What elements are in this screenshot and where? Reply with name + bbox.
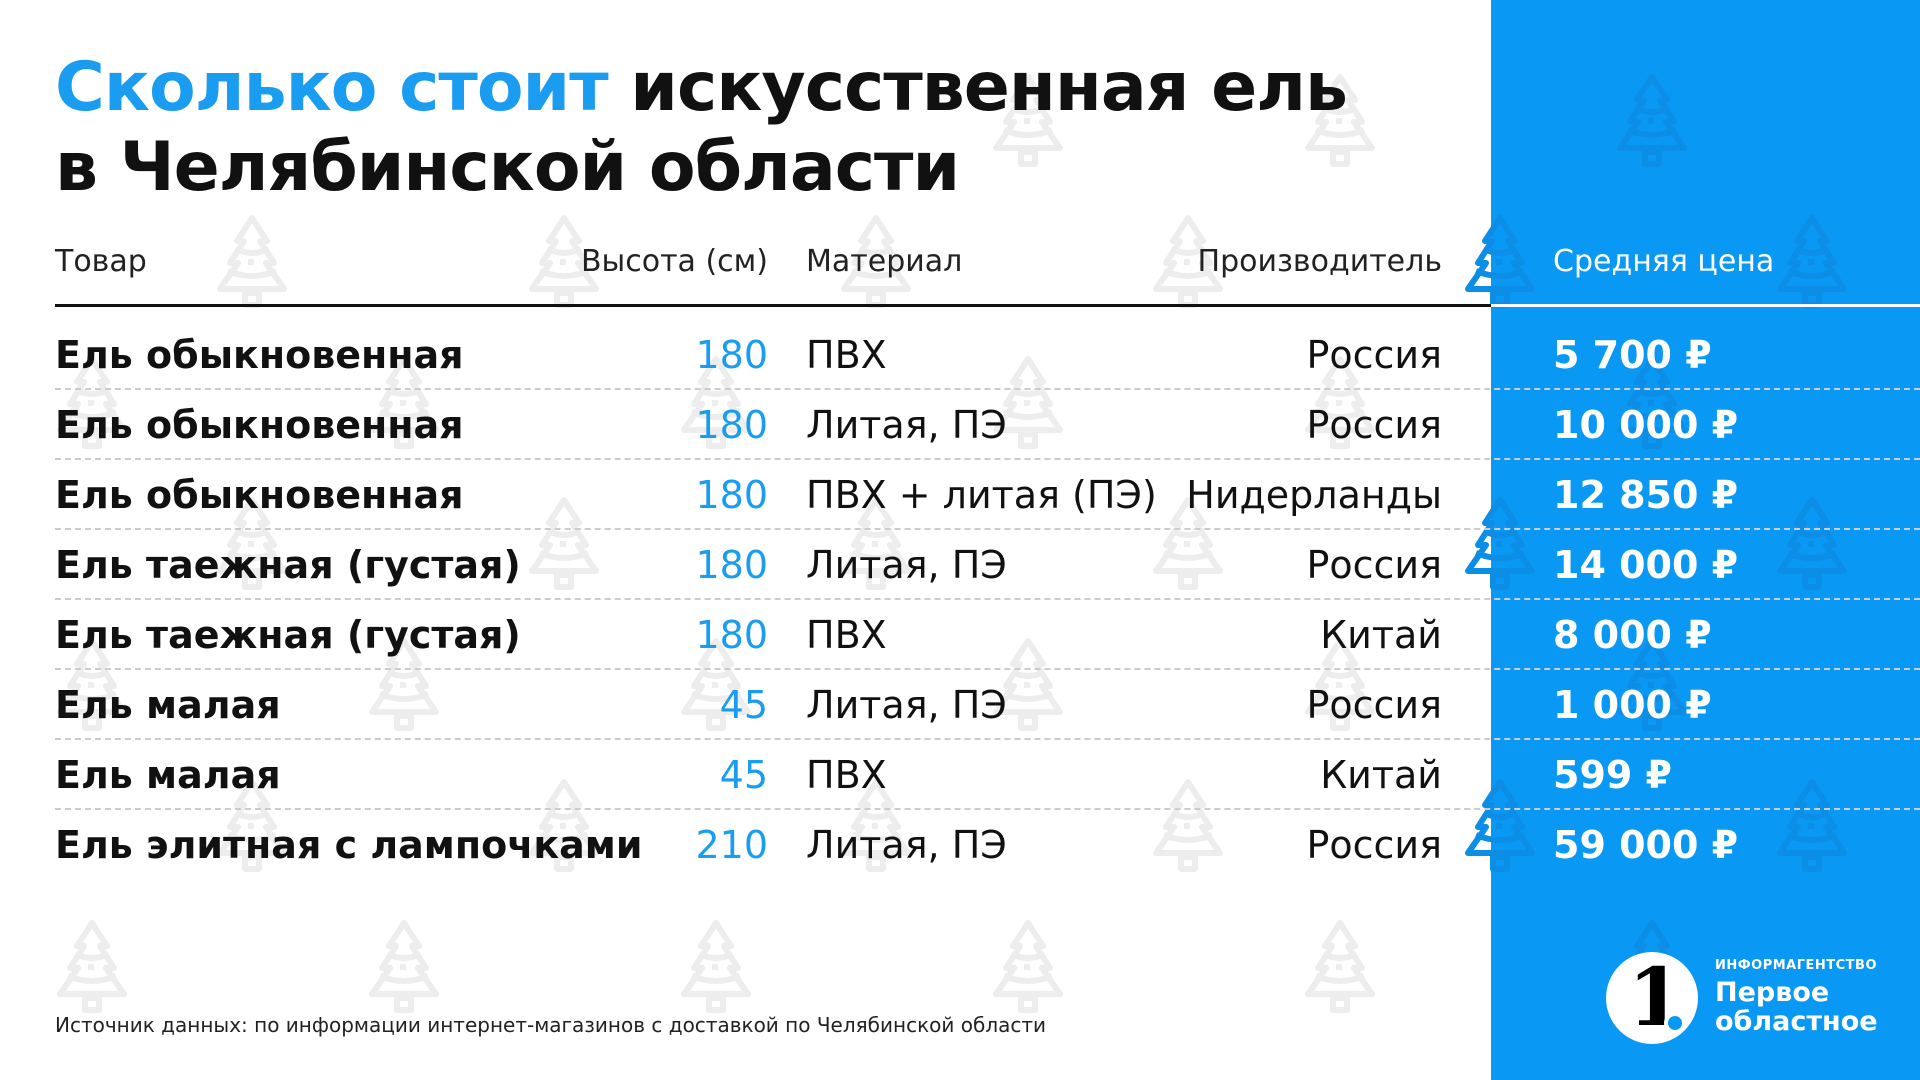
height-cell: 180: [695, 613, 768, 657]
price-column-panel: [1491, 0, 1920, 1080]
material-cell: Литая, ПЭ: [806, 823, 1007, 867]
material-cell: ПВХ: [806, 333, 887, 377]
price-cell: 5 700 ₽: [1553, 333, 1712, 377]
manufacturer-cell: Россия: [1306, 823, 1442, 867]
product-cell: Ель обыкновенная: [55, 473, 464, 517]
header-divider: [55, 304, 1491, 307]
tree-icon: [681, 920, 751, 1013]
price-cell: 1 000 ₽: [1553, 683, 1712, 727]
material-cell: Литая, ПЭ: [806, 403, 1007, 447]
logo-name-line1: Первое: [1715, 977, 1830, 1008]
table-row: Ель таежная (густая) 180 ПВХ Китай 8 000 ₽: [0, 599, 1920, 670]
row-divider: [55, 668, 1920, 670]
tree-icon: [217, 215, 287, 308]
tree-icon: [57, 920, 127, 1013]
header-material: Материал: [806, 244, 963, 279]
manufacturer-cell: Россия: [1306, 543, 1442, 587]
height-cell: 45: [719, 753, 768, 797]
title-accent: Сколько стоит: [55, 48, 609, 127]
material-cell: ПВХ: [806, 753, 887, 797]
manufacturer-cell: Китай: [1320, 753, 1442, 797]
table-row: Ель малая 45 ПВХ Китай 599 ₽: [0, 739, 1920, 810]
header-price: Средняя цена: [1553, 244, 1775, 279]
logo-dot: [1664, 1012, 1686, 1034]
product-cell: Ель обыкновенная: [55, 403, 464, 447]
row-divider: [55, 528, 1920, 530]
product-cell: Ель обыкновенная: [55, 333, 464, 377]
product-cell: Ель таежная (густая): [55, 613, 521, 657]
table-row: Ель малая 45 Литая, ПЭ Россия 1 000 ₽: [0, 669, 1920, 740]
manufacturer-cell: Нидерланды: [1186, 473, 1442, 517]
material-cell: ПВХ: [806, 613, 887, 657]
price-cell: 8 000 ₽: [1553, 613, 1712, 657]
row-divider: [55, 738, 1920, 740]
price-cell: 14 000 ₽: [1553, 543, 1739, 587]
product-cell: Ель элитная с лампочками: [55, 823, 643, 867]
row-divider: [55, 808, 1920, 810]
height-cell: 210: [695, 823, 768, 867]
header-divider-panel: [1491, 304, 1920, 307]
table-row: Ель обыкновенная 180 ПВХ + литая (ПЭ) Нидер…: [0, 459, 1920, 530]
table-row: Ель обыкновенная 180 ПВХ Россия 5 700 ₽: [0, 319, 1920, 390]
table-row: Ель таежная (густая) 180 Литая, ПЭ Россия 14…: [0, 529, 1920, 600]
source-note: Источник данных: по информации интернет-…: [55, 1013, 1046, 1037]
height-cell: 180: [695, 403, 768, 447]
logo-name-line2: областное: [1715, 1006, 1878, 1037]
height-cell: 45: [719, 683, 768, 727]
price-cell: 12 850 ₽: [1553, 473, 1739, 517]
product-cell: Ель таежная (густая): [55, 543, 521, 587]
height-cell: 180: [695, 543, 768, 587]
manufacturer-cell: Россия: [1306, 403, 1442, 447]
tree-icon: [369, 920, 439, 1013]
product-cell: Ель малая: [55, 683, 281, 727]
price-cell: 59 000 ₽: [1553, 823, 1739, 867]
header-manufacturer: Производитель: [1197, 244, 1442, 279]
title-rest: искусственная ель: [607, 48, 1348, 127]
page-title: Сколько стоит искусственная ель в Челябин…: [55, 48, 1348, 208]
material-cell: Литая, ПЭ: [806, 543, 1007, 587]
tree-icon: [993, 920, 1063, 1013]
table-row: Ель элитная с лампочками 210 Литая, ПЭ Росс…: [0, 809, 1920, 879]
manufacturer-cell: Россия: [1306, 333, 1442, 377]
logo-agency: ИНФОРМАГЕНТСТВО: [1715, 958, 1878, 973]
manufacturer-cell: Россия: [1306, 683, 1442, 727]
header-height: Высота (см): [580, 244, 768, 279]
product-cell: Ель малая: [55, 753, 281, 797]
price-cell: 599 ₽: [1553, 753, 1672, 797]
title-line2: в Челябинской области: [55, 128, 960, 207]
material-cell: ПВХ + литая (ПЭ): [806, 473, 1157, 517]
height-cell: 180: [695, 473, 768, 517]
logo-mark: 1: [1606, 952, 1698, 1044]
material-cell: Литая, ПЭ: [806, 683, 1007, 727]
row-divider: [55, 458, 1920, 460]
price-cell: 10 000 ₽: [1553, 403, 1739, 447]
height-cell: 180: [695, 333, 768, 377]
row-divider: [55, 598, 1920, 600]
manufacturer-cell: Китай: [1320, 613, 1442, 657]
logo-name: Первое областное: [1715, 978, 1878, 1036]
table-row: Ель обыкновенная 180 Литая, ПЭ Россия 10 000…: [0, 389, 1920, 460]
tree-icon: [1305, 920, 1375, 1013]
header-product: Товар: [55, 244, 147, 279]
row-divider: [55, 388, 1920, 390]
